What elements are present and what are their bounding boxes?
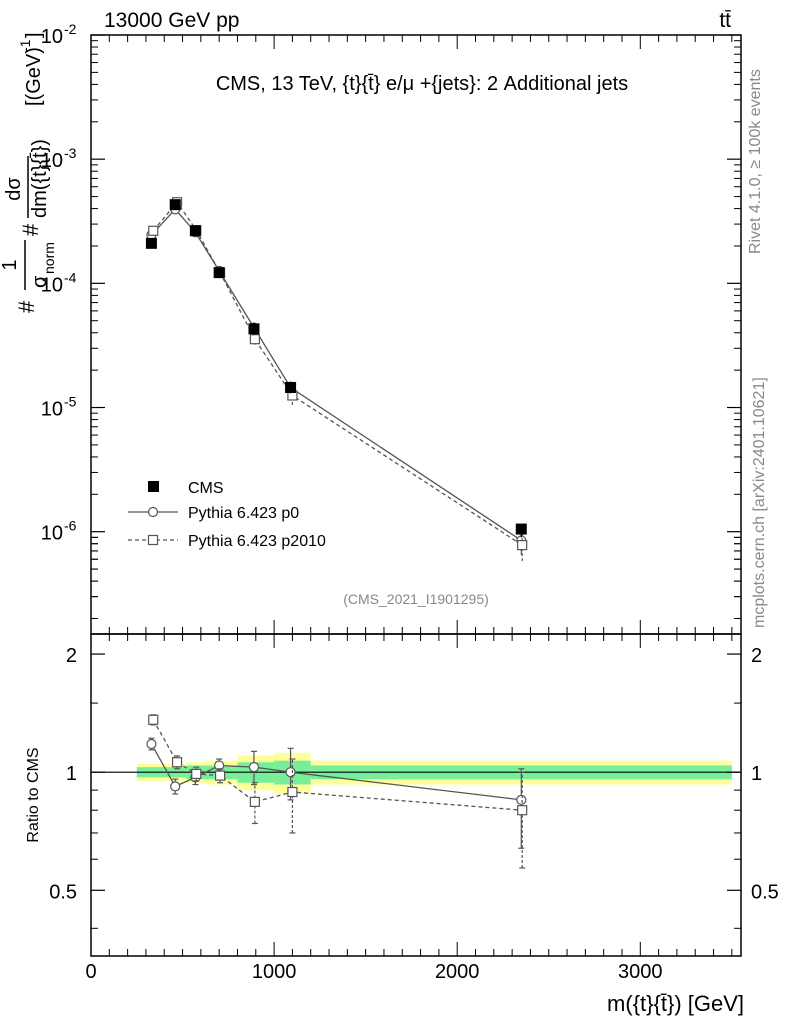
y-tick-label-base: 10 [41,399,63,421]
legend-marker-cms [148,481,159,492]
y-axis-label: # 1 σ norm # dσ dm({t}{t̄}) [(GeV) -1 ] [0,32,57,313]
y-tick-label-exp: -4 [64,269,77,285]
energy-label: 13000 GeV pp [104,9,239,32]
y-tick-label-base: 10 [41,274,63,296]
x-tick-label: 2000 [435,961,480,983]
legend-label-p0: Pythia 6.423 p0 [188,505,299,522]
point-cms [189,225,201,237]
ratio-point-p2010 [191,768,202,779]
y-label-sigma: σ [29,275,51,288]
ratio-point-p2010 [171,757,183,768]
point-p2010 [517,539,528,551]
y-label-dsigma: dσ [3,177,25,201]
point-cms [169,199,181,211]
y-label-dm: dm({t}{t̄}) [29,139,51,218]
x-tick-label: 3000 [618,961,663,983]
legend: CMS Pythia 6.423 p0 Pythia 6.423 p2010 [128,480,326,550]
ratio-point-p2010 [148,714,159,725]
ratio-y-label: Ratio to CMS [25,747,42,842]
y-label-exp: -1 [17,39,33,52]
legend-marker-p2010 [147,534,159,546]
x-tick-label: 1000 [252,961,297,983]
legend-marker-p0 [147,506,159,518]
y-label-unit: [(GeV) [23,47,45,106]
ratio-point-p0 [170,781,181,792]
rivet-label: Rivet 4.1.0, ≥ 100k events [747,69,764,254]
point-p2010 [148,225,159,236]
plot-title: CMS, 13 TeV, {t}{t̄} e/μ +{jets}: 2 Addi… [216,73,628,95]
ratio-plot-frame [90,633,742,957]
x-axis-label: m({t}{t̄}) [GeV] [607,991,744,1016]
y-tick-label-base: 10 [41,26,63,48]
ratio-point-p2010 [517,805,528,816]
main-plot: 10-210-310-410-510-6 CMS, 13 TeV, {t}{t̄… [41,21,742,635]
y-label-hash-2: # [18,223,43,236]
analysis-id: (CMS_2021_I1901295) [343,591,489,607]
y-label-one: 1 [0,259,21,270]
ratio-point-p0 [285,767,296,778]
point-p2010 [249,334,260,345]
point-cms [145,237,157,249]
ratio-tick-label-right: 0.5 [751,881,779,903]
point-cms [285,381,297,393]
ratio-point-p2010 [249,796,260,807]
point-cms [213,267,225,279]
y-tick-label-exp: -3 [64,145,77,161]
ratio-point-p0 [146,738,157,750]
ratio-plot: 0 1000 2000 3000 2 2 1 1 0.5 0.5 Ratio to CMS [25,633,779,983]
y-tick-label-base: 10 [41,523,63,545]
y-tick-label-exp: -2 [64,21,77,37]
legend-label-p2010: Pythia 6.423 p2010 [188,533,326,550]
ratio-point-p0 [214,760,225,771]
y-label-norm: norm [41,242,57,274]
y-tick-label-base: 10 [41,150,63,172]
ratio-point-p0 [516,794,527,805]
mcplots-label: mcplots.cern.ch [arXiv:2401.10621] [751,377,768,628]
ratio-point-p0 [248,762,260,773]
ratio-point-p2010 [287,786,298,798]
y-label-hash-1: # [14,300,39,313]
ratio-point-p2010 [214,770,226,781]
ratio-tick-label: 1 [66,763,77,785]
y-tick-label-exp: -5 [64,394,77,410]
ratio-tick-label: 2 [66,645,77,667]
ratio-tick-label-right: 2 [751,645,762,667]
x-tick-label: 0 [85,961,96,983]
y-label-close: ] [23,32,45,38]
process-label: tt̄ [719,9,731,32]
y-tick-label-exp: -6 [64,518,77,534]
ratio-tick-label: 0.5 [49,881,77,903]
ratio-tick-label-right: 1 [751,763,762,785]
point-cms [248,323,260,335]
legend-label-cms: CMS [188,480,224,497]
point-cms [515,523,527,535]
